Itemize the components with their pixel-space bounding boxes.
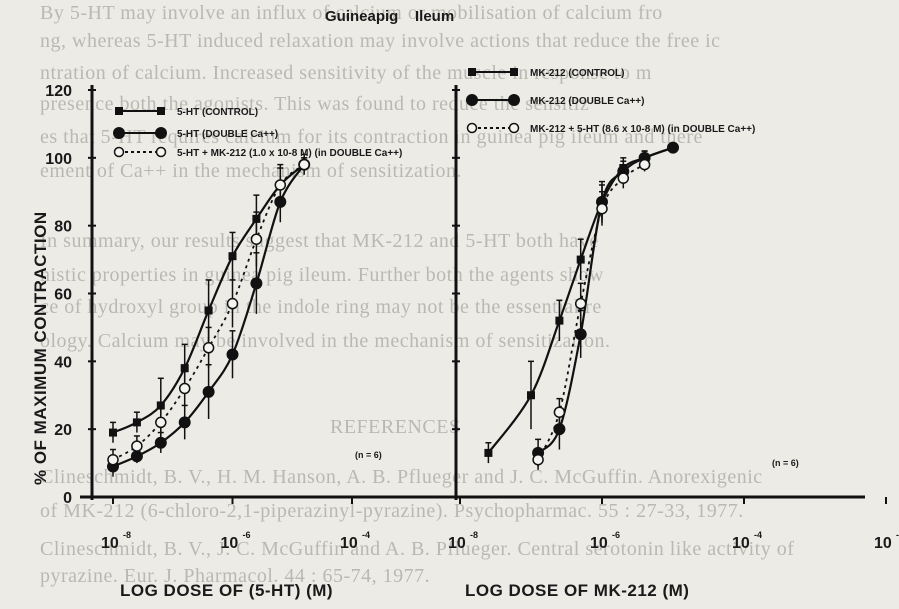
data-point-open-circle: [574, 297, 587, 310]
legend-marker: [113, 146, 125, 158]
data-point-square: [180, 364, 189, 373]
data-point-open-circle: [638, 158, 651, 171]
legend-marker: [508, 94, 520, 106]
y-tick-label: 80: [54, 219, 72, 236]
x-tick-exponent: -8: [123, 530, 131, 540]
background-text-line: pyrazine. Eur. J. Pharmacol. 44 : 65-74,…: [40, 565, 431, 587]
x-tick-base: 10: [732, 535, 750, 552]
background-text-line: of MK-212 (6-chloro-2,1-piperazinyl-pyra…: [40, 500, 744, 522]
x-tick-exponent: -2: [896, 530, 899, 540]
data-point-square: [109, 428, 117, 437]
x-tick-base: 10: [101, 535, 119, 552]
data-point-filled-circle: [178, 416, 191, 429]
data-point-open-circle: [596, 202, 608, 215]
background-text-line: In summary, our results suggest that MK-…: [40, 230, 599, 252]
data-point-square: [576, 255, 585, 264]
data-point-open-circle: [553, 406, 566, 418]
x-tick-base: 10: [340, 535, 358, 552]
data-point-open-circle: [155, 416, 167, 429]
data-point-square: [228, 252, 237, 261]
background-text-line: es that 5-HT requires calcium for its co…: [40, 126, 703, 148]
sample-size-label: (n = 6): [355, 450, 382, 460]
data-point-filled-circle: [226, 348, 239, 361]
x-axis-label: LOG DOSE OF (5-HT) (M): [120, 581, 333, 600]
background-text-line: ng, whereas 5-HT induced relaxation may …: [40, 30, 721, 52]
x-tick-exponent: -6: [612, 530, 620, 540]
x-axis-label: LOG DOSE OF MK-212 (M): [465, 581, 689, 600]
legend-label: MK-212 (DOUBLE Ca++): [530, 96, 644, 107]
legend-label: 5-HT (DOUBLE Ca++): [177, 129, 278, 140]
y-tick-label: 60: [54, 287, 72, 304]
data-point-open-circle: [532, 453, 544, 466]
chart-title-part-2: Ileum: [415, 8, 454, 25]
data-point-open-circle: [107, 453, 119, 466]
background-text-line: ntration of calcium. Increased sensitivi…: [40, 62, 652, 84]
data-point-open-circle: [298, 158, 310, 171]
data-point-square: [156, 401, 165, 410]
legend-marker: [508, 122, 520, 134]
legend-marker: [115, 107, 123, 115]
x-tick-base: 10: [448, 535, 466, 552]
chart-title-part-1: Guineapig: [325, 8, 398, 25]
background-text-line: Clineschmidt, B. V., H. M. Hanson, A. B.…: [40, 466, 763, 488]
legend-marker: [157, 107, 165, 115]
legend-marker: [466, 94, 478, 106]
data-point-open-circle: [274, 179, 287, 191]
data-point-square: [555, 316, 564, 325]
background-text-line: Clineschmidt, B. V., J. C. McGuffin and …: [40, 538, 795, 560]
background-text-line: ce of hydroxyl group in the indole ring …: [40, 296, 602, 318]
background-text-line: By 5-HT may involve an influx of calcium…: [40, 2, 663, 24]
legend-marker: [466, 122, 478, 134]
x-tick-exponent: -4: [754, 530, 762, 540]
x-tick-exponent: -6: [243, 530, 251, 540]
y-tick-label: 120: [45, 83, 72, 100]
x-tick-base: 10: [221, 535, 239, 552]
legend-marker: [510, 68, 518, 76]
data-point-open-circle: [617, 172, 630, 184]
y-tick-label: 0: [63, 490, 72, 507]
legend-label: MK-212 + 5-HT (8.6 x 10-8 M) (in DOUBLE …: [530, 124, 755, 135]
background-text-line: presence both the agonists. This was fou…: [40, 93, 590, 115]
legend-marker: [155, 146, 167, 158]
data-point-open-circle: [226, 297, 239, 310]
x-tick-exponent: -8: [470, 530, 478, 540]
x-tick-exponent: -4: [362, 530, 370, 540]
background-text-line: ology. Calcium may be involved in the me…: [40, 330, 611, 352]
y-tick-label: 20: [54, 422, 72, 439]
data-point-square: [204, 306, 213, 315]
data-point-square: [132, 418, 141, 427]
data-point-open-circle: [250, 233, 263, 245]
data-point-open-circle: [178, 382, 191, 395]
data-point-filled-circle: [667, 141, 679, 154]
data-point-filled-circle: [202, 385, 215, 398]
y-axis-label: % OF MAXIMUM CONTRACTION: [31, 211, 50, 485]
data-point-open-circle: [202, 342, 215, 354]
legend-label: 5-HT (CONTROL): [177, 107, 258, 118]
x-tick-base: 10: [590, 535, 608, 552]
legend-marker: [155, 127, 167, 139]
background-text-line: REFERENCES: [330, 416, 461, 438]
background-text-line: nistic properties in guinea pig ileum. F…: [40, 264, 604, 286]
data-point-square: [484, 448, 493, 457]
data-point-open-circle: [131, 440, 143, 452]
series-line: [537, 163, 646, 461]
data-point-filled-circle: [574, 328, 587, 341]
y-tick-label: 40: [54, 354, 72, 371]
background-text-line: ement of Ca++ in the mechanism of sensit…: [40, 160, 463, 182]
data-point-square: [527, 391, 535, 400]
sample-size-label: (n = 6): [772, 458, 799, 468]
legend-label: 5-HT + MK-212 (1.0 x 10-8 M) (in DOUBLE …: [177, 148, 402, 159]
x-tick-base: 10: [874, 535, 892, 552]
y-tick-label: 100: [45, 151, 72, 168]
legend-label: MK-212 (CONTROL): [530, 68, 624, 79]
legend-marker: [468, 68, 476, 76]
data-point-filled-circle: [553, 423, 566, 436]
legend-marker: [113, 127, 125, 139]
data-point-filled-circle: [250, 277, 263, 290]
data-point-filled-circle: [154, 436, 167, 449]
